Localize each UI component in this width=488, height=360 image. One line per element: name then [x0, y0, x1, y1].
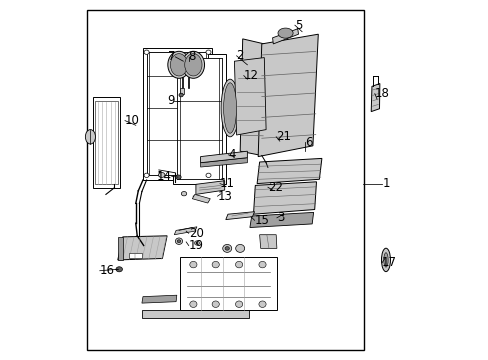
Text: 1: 1 [382, 177, 389, 190]
Ellipse shape [235, 261, 242, 268]
Text: 21: 21 [276, 130, 290, 143]
Text: 14: 14 [157, 170, 171, 183]
Polygon shape [146, 52, 208, 175]
Polygon shape [259, 235, 276, 248]
Ellipse shape [258, 261, 265, 268]
Polygon shape [129, 253, 142, 258]
Polygon shape [177, 58, 222, 179]
Polygon shape [192, 194, 210, 203]
Ellipse shape [277, 28, 292, 38]
Polygon shape [142, 310, 248, 318]
Text: 10: 10 [125, 114, 140, 127]
Polygon shape [92, 97, 120, 188]
Polygon shape [174, 227, 197, 235]
Text: 20: 20 [188, 227, 203, 240]
Text: 3: 3 [276, 211, 284, 224]
Ellipse shape [189, 301, 197, 307]
Ellipse shape [144, 173, 149, 177]
Text: 2: 2 [236, 49, 244, 62]
Ellipse shape [182, 51, 204, 78]
Ellipse shape [144, 50, 149, 54]
Ellipse shape [184, 54, 202, 76]
Text: 9: 9 [166, 94, 174, 107]
Text: 17: 17 [381, 256, 396, 269]
Ellipse shape [221, 79, 239, 137]
Polygon shape [234, 58, 265, 135]
Polygon shape [370, 84, 379, 112]
Text: 12: 12 [244, 69, 258, 82]
Ellipse shape [212, 301, 219, 307]
Polygon shape [200, 158, 247, 167]
Ellipse shape [381, 248, 390, 271]
Polygon shape [225, 212, 254, 220]
Polygon shape [253, 182, 316, 214]
Polygon shape [118, 237, 122, 260]
Ellipse shape [205, 50, 211, 54]
Text: 8: 8 [188, 50, 196, 63]
Text: 15: 15 [254, 214, 269, 227]
Ellipse shape [205, 173, 211, 177]
Ellipse shape [167, 51, 190, 78]
Polygon shape [95, 101, 118, 184]
Ellipse shape [181, 192, 186, 196]
Text: 22: 22 [267, 181, 283, 194]
Text: 19: 19 [188, 239, 203, 252]
Polygon shape [272, 29, 298, 44]
Text: 16: 16 [100, 264, 115, 277]
Polygon shape [173, 54, 225, 184]
Ellipse shape [85, 130, 95, 144]
Ellipse shape [222, 244, 231, 252]
Text: 13: 13 [217, 190, 232, 203]
Polygon shape [118, 236, 167, 260]
Polygon shape [196, 181, 224, 194]
Ellipse shape [235, 301, 242, 307]
Polygon shape [142, 48, 212, 180]
Ellipse shape [170, 54, 187, 76]
Polygon shape [200, 151, 247, 163]
Ellipse shape [189, 261, 197, 268]
Polygon shape [240, 39, 264, 156]
Bar [87, 10, 363, 350]
Ellipse shape [383, 253, 387, 267]
Polygon shape [142, 295, 177, 303]
Polygon shape [257, 158, 321, 184]
Ellipse shape [175, 238, 182, 244]
Ellipse shape [116, 267, 122, 272]
Ellipse shape [158, 172, 164, 177]
Ellipse shape [224, 247, 229, 250]
Text: 5: 5 [294, 19, 302, 32]
Ellipse shape [258, 301, 265, 307]
Polygon shape [179, 88, 183, 94]
Ellipse shape [196, 242, 198, 244]
Ellipse shape [175, 175, 181, 179]
Text: 11: 11 [220, 177, 235, 190]
Text: 4: 4 [228, 148, 235, 161]
Polygon shape [249, 212, 313, 228]
Ellipse shape [235, 244, 244, 252]
Text: 7: 7 [167, 50, 175, 63]
Polygon shape [258, 34, 318, 157]
Ellipse shape [212, 261, 219, 268]
Text: 6: 6 [305, 136, 312, 149]
Ellipse shape [177, 240, 181, 243]
Polygon shape [180, 257, 276, 310]
Text: 18: 18 [374, 87, 389, 100]
Ellipse shape [223, 83, 236, 133]
Ellipse shape [194, 241, 199, 245]
Ellipse shape [179, 93, 183, 97]
